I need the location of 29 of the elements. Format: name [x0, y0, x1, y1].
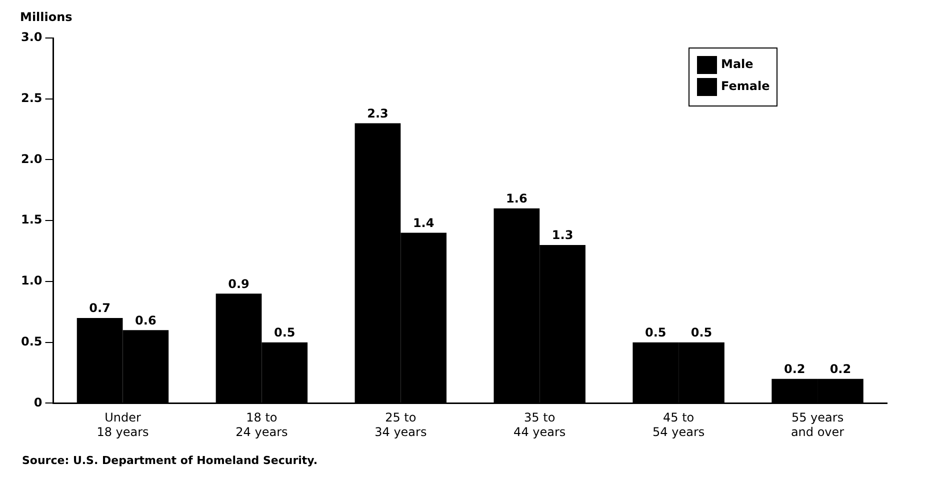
- y-tick-label: 2.0: [20, 152, 42, 166]
- data-label: 0.7: [89, 301, 110, 316]
- x-tick-label: 18 to 24 years: [236, 410, 288, 439]
- data-label: 0.5: [274, 325, 296, 340]
- legend-label: Male: [721, 57, 754, 72]
- legend-label: Female: [721, 79, 770, 94]
- y-tick-label: 1.0: [20, 274, 42, 288]
- data-label: 0.5: [690, 325, 712, 340]
- data-label: 1.6: [506, 192, 528, 206]
- y-tick-label: 0.5: [20, 334, 42, 348]
- y-tick-label: 1.5: [20, 212, 42, 227]
- data-label: 0.9: [228, 276, 250, 291]
- data-label: 0.2: [784, 362, 806, 376]
- y-tick-label: 3.0: [20, 30, 42, 44]
- data-label: 2.3: [367, 106, 388, 120]
- y-tick-label: 0: [34, 395, 42, 410]
- x-tick-label: Under 18 years: [96, 410, 149, 439]
- x-tick-label: 25 to 34 years: [374, 410, 427, 439]
- x-tick-label: 55 years and over: [790, 410, 844, 439]
- source-note: Source: U.S. Department of Homeland Security.: [21, 454, 319, 467]
- data-label: 0.6: [135, 313, 156, 328]
- x-tick-label: 35 to 44 years: [514, 410, 566, 439]
- x-tick-label: 45 to 54 years: [652, 410, 705, 439]
- data-label: 0.5: [645, 325, 666, 340]
- data-label: 0.2: [830, 362, 852, 376]
- y-tick-label: 2.5: [20, 90, 42, 105]
- y-axis-title: Millions: [20, 10, 72, 24]
- data-label: 1.4: [412, 216, 434, 230]
- data-label: 1.3: [552, 228, 574, 242]
